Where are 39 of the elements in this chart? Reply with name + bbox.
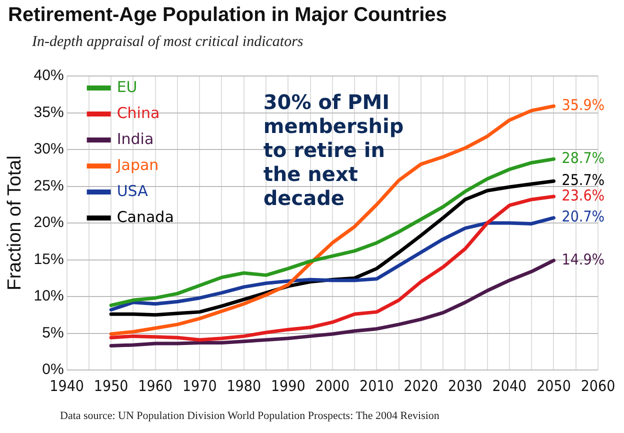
- y-tick-label: 5%: [42, 324, 64, 342]
- chart-title: Retirement-Age Population in Major Countries: [8, 4, 447, 27]
- y-tick-label: 0%: [42, 361, 64, 378]
- legend-label: Japan: [116, 156, 159, 174]
- x-tick-label: 2010: [360, 376, 394, 395]
- y-tick-label: 40%: [34, 67, 64, 84]
- data-label: 14.9%: [562, 250, 605, 268]
- x-tick-label: 1970: [182, 376, 217, 395]
- x-tick-label: 2060: [580, 376, 616, 395]
- annotation: 30% of PMI membership to retire in the next decade: [263, 90, 404, 210]
- y-tick-label: 35%: [34, 104, 64, 121]
- data-label: 25.7%: [562, 170, 605, 189]
- legend-label: Canada: [116, 208, 174, 226]
- x-tick-label: 1980: [226, 376, 262, 395]
- x-tick-label: 1950: [94, 376, 128, 395]
- x-tick-label: 1990: [270, 376, 306, 395]
- data-label: 28.7%: [562, 148, 605, 167]
- chart-subtitle: In-depth appraisal of most critical indicators: [32, 34, 304, 51]
- y-tick-label: 15%: [34, 250, 64, 268]
- x-tick-label: 2020: [404, 376, 438, 395]
- source-note: Data source: UN Population Division World Population Prospects: The 2004 Revision: [60, 410, 440, 422]
- y-axis-title: Fraction of Total: [4, 156, 26, 290]
- x-tick-label: 2050: [536, 376, 571, 395]
- x-tick-label: 2040: [492, 376, 527, 395]
- legend-label: China: [116, 104, 160, 122]
- x-tick-label: 1940: [50, 376, 84, 395]
- data-label: 20.7%: [562, 208, 605, 226]
- x-tick-label: 2030: [448, 376, 482, 395]
- legend-label: USA: [116, 182, 149, 200]
- y-tick-label: 10%: [34, 288, 64, 305]
- x-tick-label: 2000: [315, 376, 350, 395]
- legend-label: India: [116, 130, 154, 148]
- y-tick-label: 20%: [34, 214, 64, 232]
- legend-label: EU: [116, 78, 138, 96]
- y-tick-label: 30%: [34, 140, 64, 158]
- data-label: 23.6%: [562, 186, 605, 204]
- y-tick-label: 25%: [34, 177, 64, 194]
- data-label: 35.9%: [562, 96, 605, 114]
- x-tick-label: 1960: [138, 376, 173, 395]
